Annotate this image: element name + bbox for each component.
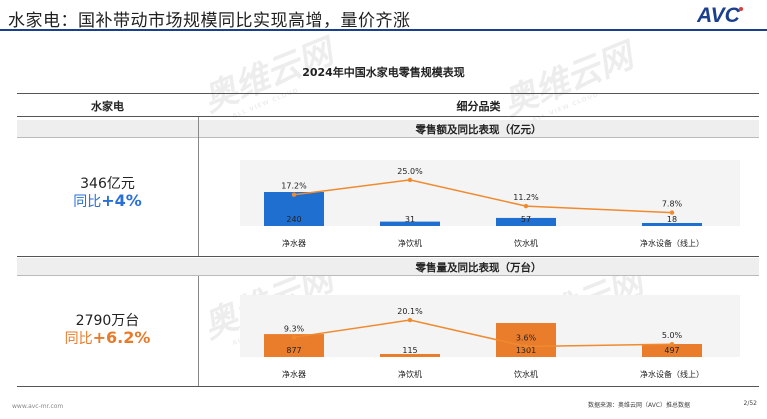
growth-label: 5.0% <box>662 331 683 340</box>
growth-label: 20.1% <box>397 307 423 316</box>
growth-point <box>291 192 297 197</box>
total-sales-value: 346亿元 <box>80 176 135 192</box>
bar-value-label: 240 <box>286 215 301 224</box>
growth-label: 3.6% <box>516 333 537 342</box>
growth-label: 17.2% <box>281 182 307 191</box>
column-divider <box>198 117 199 257</box>
bar <box>380 221 440 226</box>
category-label: 净水设备（线上） <box>640 238 704 248</box>
page-number: 2/52 <box>743 400 757 407</box>
column-header-category: 水家电 <box>91 100 124 113</box>
growth-point <box>523 344 529 349</box>
category-label: 净水器 <box>282 238 306 248</box>
growth-point <box>669 210 675 215</box>
growth-label: 9.3% <box>284 324 305 333</box>
category-label: 净水设备（线上） <box>640 369 704 379</box>
bar-value-label: 31 <box>405 215 415 224</box>
bar-value-label: 115 <box>402 346 417 355</box>
growth-label: 11.2% <box>513 193 539 202</box>
table-title: 2024年中国水家电零售规模表现 <box>302 66 465 79</box>
growth-sales-value: 同比+4% <box>73 191 142 210</box>
bar <box>496 323 556 357</box>
growth-label: 7.8% <box>662 200 683 209</box>
growth-point <box>407 317 413 323</box>
svg-text:AVC: AVC <box>697 4 741 25</box>
column-header-subcategory: 细分品类 <box>456 100 501 113</box>
section-divider <box>17 256 759 257</box>
category-label: 净饮机 <box>398 369 422 379</box>
bar-value-label: 877 <box>286 346 301 355</box>
sales-volume-chart: 877 净水器 115 净饮机 1301 饮水机 497 净水设备（线上） 9.3% 20.1% 3… <box>240 295 740 379</box>
bar-value-label: 57 <box>521 215 531 224</box>
bar <box>642 223 702 226</box>
bar-value-label: 1301 <box>516 346 536 355</box>
growth-line <box>293 319 673 348</box>
category-label: 净水器 <box>282 369 306 379</box>
bar <box>380 353 440 357</box>
growth-sales-volume: 同比+6.2% <box>64 328 151 347</box>
growth-line <box>293 179 673 214</box>
growth-point <box>669 342 675 347</box>
avc-logo: AVC <box>697 4 743 25</box>
column-header-row: 水家电 细分品类 <box>17 93 759 117</box>
page-title: 水家电：国补带动市场规模同比实现高增，量价齐涨 <box>8 11 411 31</box>
growth-point <box>291 335 297 340</box>
sales-value-chart: 240 净水器 31 净饮机 57 饮水机 18 净水设备（线上） 17.2% 25.0% 11.2… <box>240 160 740 248</box>
section-bar-sales-value: 零售额及同比表现（亿元） <box>17 120 759 138</box>
column-divider <box>198 276 199 386</box>
section-bar-sales-volume: 零售量及同比表现（万台） <box>17 258 759 276</box>
growth-point <box>523 203 529 209</box>
bar <box>264 334 324 357</box>
category-label: 饮水机 <box>514 238 538 248</box>
section-label: 零售额及同比表现（亿元） <box>415 124 542 136</box>
bar <box>496 217 556 226</box>
bar <box>642 344 702 357</box>
category-label: 饮水机 <box>514 369 538 379</box>
table-bottom-rule <box>17 386 759 387</box>
footer-website: www.avc-mr.com <box>12 403 64 410</box>
growth-label: 25.0% <box>397 167 423 176</box>
growth-point <box>407 177 413 183</box>
total-sales-volume: 2790万台 <box>75 313 140 329</box>
header-divider <box>0 29 767 31</box>
bar <box>264 192 324 226</box>
category-label: 净饮机 <box>398 238 422 248</box>
section-label: 零售量及同比表现（万台） <box>415 262 542 274</box>
bar-value-label: 497 <box>664 346 679 355</box>
bar-value-label: 18 <box>667 215 677 224</box>
footer-source: 数据来源：奥维云网（AVC）推总数据 <box>588 402 691 409</box>
